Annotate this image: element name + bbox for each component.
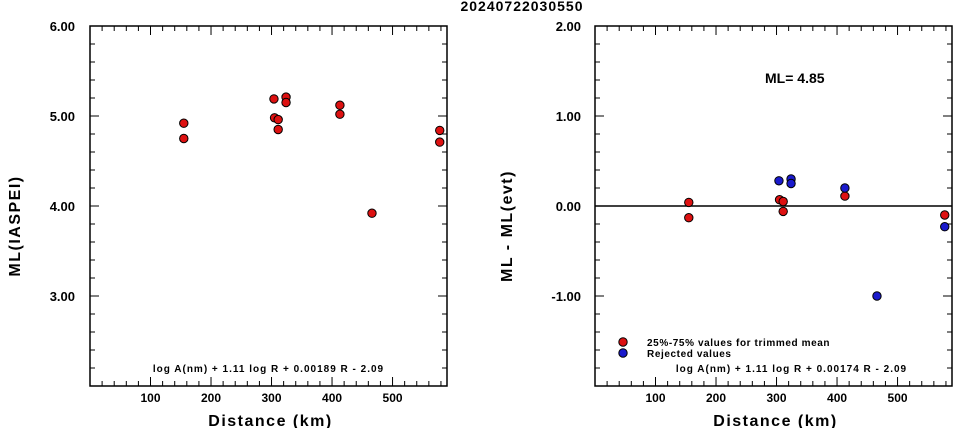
x-tick-label: 200 — [706, 391, 726, 405]
x-tick-label: 100 — [645, 391, 665, 405]
data-point — [273, 114, 283, 125]
legend-marker — [618, 337, 628, 347]
legend-label: 25%-75% values for trimmed mean — [647, 338, 830, 349]
data-point — [778, 196, 788, 207]
data-point — [840, 191, 850, 201]
formula-label: log A(nm) + 1.11 log R + 0.00174 R - 2.0… — [676, 364, 907, 375]
data-point — [335, 109, 345, 119]
chart-main-title: 20240722030550 — [460, 0, 583, 14]
x-tick-label: 400 — [827, 391, 847, 405]
ml-annotation: ML= 4.85 — [765, 70, 825, 86]
x-tick-label: 500 — [383, 391, 403, 405]
x-tick-label: 100 — [140, 391, 160, 405]
x-tick-label: 400 — [322, 391, 342, 405]
y-tick-label: 5.00 — [50, 109, 75, 124]
left-plot: 3.00 4.00 5.00 6.00 100 200 300 400 500 Distance … — [7, 19, 448, 428]
y-axis-label: ML - ML(evt) — [499, 170, 516, 282]
y-tick-label: 3.00 — [50, 289, 75, 304]
data-point — [179, 118, 189, 128]
legend-marker — [618, 348, 628, 358]
x-axis-label: Distance (km) — [208, 413, 332, 428]
data-point — [335, 100, 345, 110]
x-tick-label: 200 — [201, 391, 221, 405]
y-tick-label: 6.00 — [50, 19, 75, 34]
data-point — [778, 206, 788, 217]
data-point — [684, 213, 694, 223]
y-tick-label: -1.00 — [551, 289, 581, 304]
x-axis-label: Distance (km) — [713, 413, 837, 428]
data-point — [684, 197, 694, 208]
data-point — [435, 125, 445, 136]
y-tick-label: 2.00 — [556, 19, 581, 34]
y-axis-label: ML(IASPEI) — [7, 175, 24, 276]
x-tick-label: 300 — [767, 391, 787, 405]
data-point — [940, 222, 950, 232]
data-point — [840, 183, 850, 193]
data-point — [179, 133, 189, 144]
plot-frame — [89, 25, 448, 387]
data-point — [940, 210, 950, 220]
y-tick-label: 4.00 — [50, 199, 75, 214]
formula-label: log A(nm) + 1.11 log R + 0.00189 R - 2.0… — [153, 364, 384, 375]
data-point — [269, 94, 279, 104]
data-point — [367, 208, 377, 218]
x-tick-label: 300 — [262, 391, 282, 405]
x-tick-label: 500 — [888, 391, 908, 405]
data-point — [435, 137, 445, 147]
legend-label: Rejected values — [647, 349, 732, 360]
data-point — [273, 124, 283, 135]
y-tick-label: 0.00 — [556, 199, 581, 214]
right-plot: -1.00 0.00 1.00 2.00 100 200 300 400 500 Distance… — [499, 19, 953, 428]
data-point — [281, 97, 291, 108]
data-point — [872, 291, 882, 301]
y-tick-label: 1.00 — [556, 109, 581, 124]
data-point — [786, 178, 796, 189]
data-point — [774, 176, 784, 186]
